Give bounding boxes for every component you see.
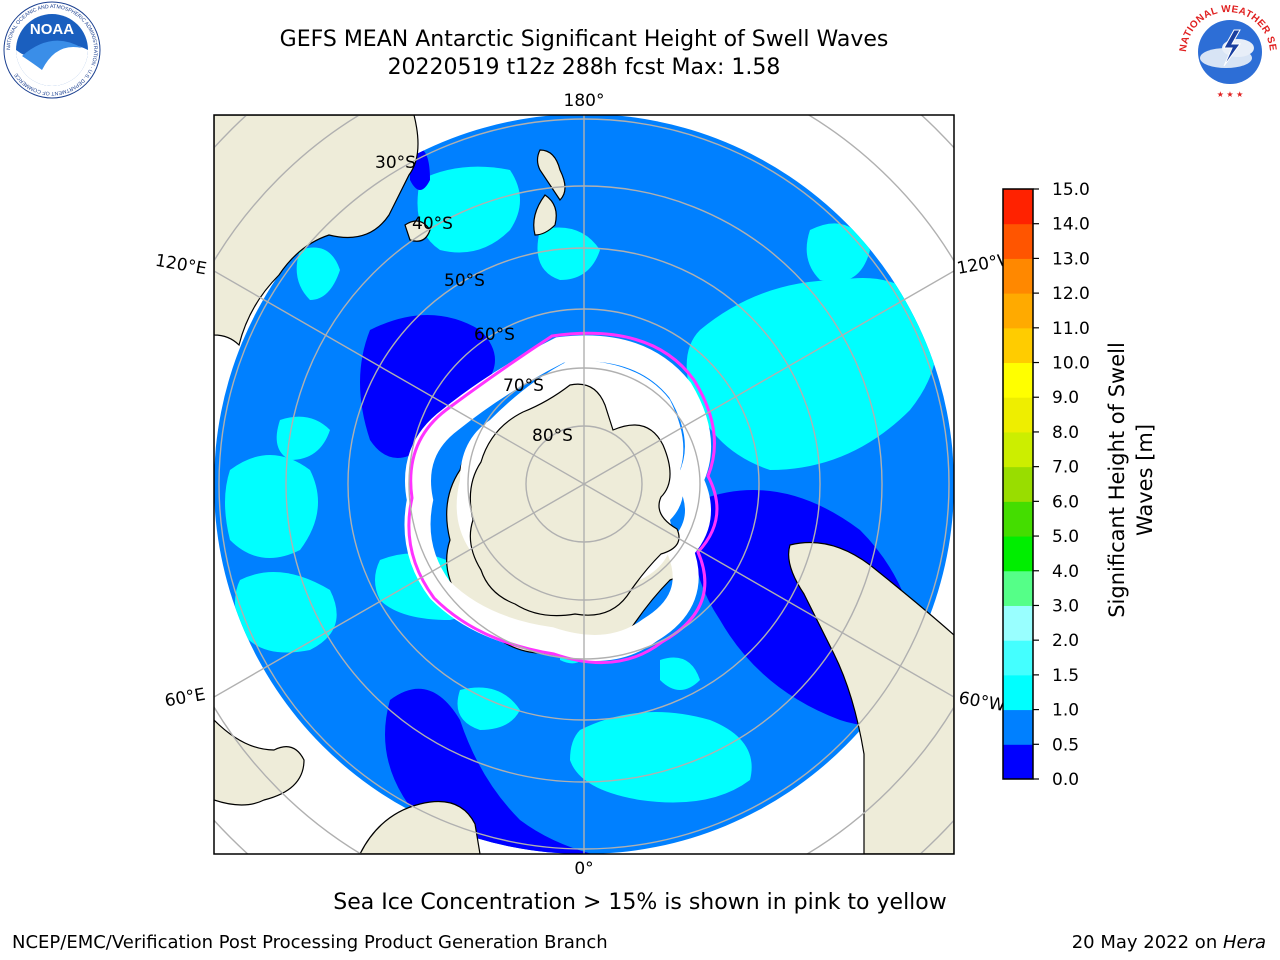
colorbar-swatch bbox=[1003, 605, 1033, 641]
colorbar-tick-label: 12.0 bbox=[1052, 284, 1090, 304]
sea-ice-note: Sea Ice Concentration > 15% is shown in … bbox=[333, 890, 947, 915]
lon-label-60w: 60°W bbox=[957, 688, 1007, 716]
colorbar-swatch bbox=[1003, 431, 1033, 468]
colorbar-swatch bbox=[1003, 536, 1033, 572]
colorbar-swatch bbox=[1003, 640, 1033, 676]
colorbar-swatch bbox=[1003, 397, 1033, 433]
colorbar-tick-label: 1.5 bbox=[1052, 666, 1079, 686]
lon-label-180: 180° bbox=[564, 91, 605, 111]
colorbar-title-line2: Waves [m] bbox=[1133, 424, 1157, 536]
lon-label-60e: 60°E bbox=[163, 685, 207, 712]
colorbar-swatch bbox=[1003, 674, 1033, 711]
colorbar-tick-label: 2.0 bbox=[1052, 631, 1079, 651]
lat-label-50s: 50°S bbox=[444, 271, 485, 291]
colorbar-tick-label: 0.0 bbox=[1052, 770, 1079, 790]
lat-label-60s: 60°S bbox=[474, 325, 515, 345]
credit-line: NCEP/EMC/Verification Post Processing Pr… bbox=[12, 932, 608, 953]
colorbar-title-line1: Significant Height of Swell bbox=[1105, 342, 1129, 618]
colorbar-tick-label: 13.0 bbox=[1052, 249, 1090, 269]
colorbar-swatch bbox=[1003, 258, 1033, 294]
lon-label-0: 0° bbox=[574, 859, 593, 879]
colorbar-tick-label: 15.0 bbox=[1052, 180, 1090, 200]
colorbar-tick-label: 3.0 bbox=[1052, 596, 1079, 616]
colorbar-swatch bbox=[1003, 744, 1033, 780]
colorbar-title-box: Significant Height of Swell Waves [m] bbox=[1105, 342, 1157, 618]
africa-land bbox=[214, 719, 481, 854]
colorbar-tick-label: 0.5 bbox=[1052, 735, 1079, 755]
colorbar: 0.0 0.5 1.0 1.5 2.0 3.0 4.0 5.0 6.0 7.0 8.0 9.0 10.0… bbox=[1002, 180, 1090, 790]
south-america-land bbox=[788, 541, 954, 854]
colorbar-tick-label: 4.0 bbox=[1052, 562, 1079, 582]
new-zealand-land bbox=[533, 149, 566, 236]
run-machine: Hera bbox=[1222, 932, 1266, 953]
lat-label-70s: 70°S bbox=[503, 376, 544, 396]
australia-land bbox=[214, 115, 419, 347]
colorbar-swatch bbox=[1003, 466, 1033, 502]
colorbar-swatch bbox=[1003, 570, 1033, 606]
run-date: 20 May 2022 on Hera bbox=[1072, 932, 1266, 953]
colorbar-swatch bbox=[1003, 501, 1033, 537]
nws-logo: NATIONAL WEATHER SERVICE ★ ★ ★ bbox=[1176, 0, 1278, 99]
run-date-text: 20 May 2022 on bbox=[1071, 932, 1223, 953]
colorbar-tick-label: 14.0 bbox=[1052, 215, 1090, 235]
noaa-wordmark: NOAA bbox=[30, 21, 74, 38]
colorbar-tick-label: 5.0 bbox=[1052, 527, 1079, 547]
ice-edge bbox=[407, 331, 719, 665]
colorbar-tick-label: 7.0 bbox=[1052, 458, 1079, 478]
colorbar-swatch bbox=[1003, 223, 1033, 259]
colorbar-tick-label: 11.0 bbox=[1052, 319, 1090, 339]
lat-label-30s: 30°S bbox=[375, 153, 416, 173]
sea-ice bbox=[404, 335, 711, 661]
svg-text:★ ★ ★: ★ ★ ★ bbox=[1217, 90, 1244, 99]
graticule bbox=[214, 115, 954, 854]
colorbar-swatch bbox=[1003, 709, 1033, 745]
colorbar-tick-label: 8.0 bbox=[1052, 423, 1079, 443]
lat-label-80s: 80°S bbox=[532, 426, 573, 446]
colorbar-swatch bbox=[1003, 293, 1033, 329]
colorbar-tick-label: 10.0 bbox=[1052, 354, 1090, 374]
chart-title: GEFS MEAN Antarctic Significant Height o… bbox=[279, 27, 889, 52]
noaa-logo: NOAA NATIONAL OCEANIC AND ATMOSPHERIC AD… bbox=[3, 1, 101, 99]
colorbar-tick-label: 6.0 bbox=[1052, 492, 1079, 512]
lon-label-120e: 120°E bbox=[154, 251, 208, 280]
colorbar-tick-label: 1.0 bbox=[1052, 701, 1079, 721]
colorbar-tick-label: 9.0 bbox=[1052, 388, 1079, 408]
colorbar-swatch bbox=[1003, 327, 1033, 364]
chart-subtitle: 20220519 t12z 288h fcst Max: 1.58 bbox=[387, 55, 781, 80]
colorbar-swatch bbox=[1003, 189, 1033, 225]
colorbar-swatch bbox=[1003, 362, 1033, 398]
lat-label-40s: 40°S bbox=[412, 214, 453, 234]
